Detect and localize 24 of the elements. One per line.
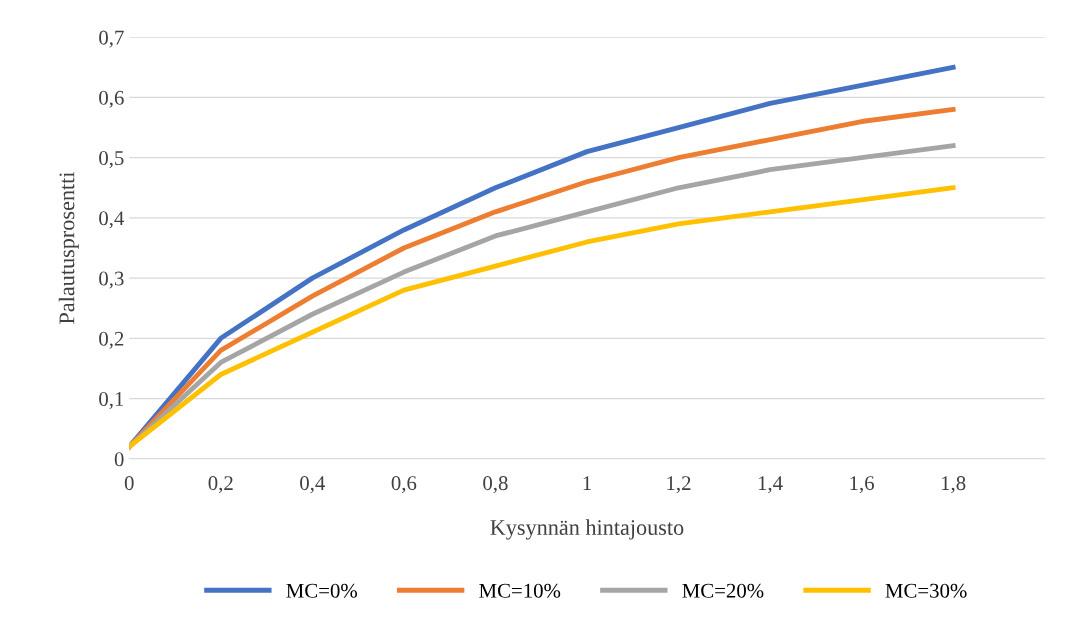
y-tick-label: 0,3: [99, 271, 124, 289]
x-tick-label: 0,6: [391, 476, 417, 494]
x-tick-label: 0,8: [483, 476, 508, 494]
legend-label: MC=0%: [286, 583, 358, 598]
y-tick-label: 0,4: [99, 211, 125, 229]
legend-label: MC=10%: [479, 583, 561, 598]
x-tick-label: 1,8: [941, 476, 966, 494]
legend-label: MC=30%: [885, 583, 967, 598]
y-tick-label: 0,1: [99, 391, 124, 409]
x-tick-label: 1: [583, 476, 591, 490]
y-tick-label: 0: [114, 452, 124, 467]
x-tick-label: 1,6: [850, 476, 874, 494]
y-tick-label: 0,7: [99, 30, 124, 48]
x-axis-title: Kysynnän hintajousto: [490, 519, 684, 540]
x-tick-label: 1,2: [667, 476, 691, 494]
y-tick-label: 0,6: [99, 90, 124, 108]
y-tick-label: 0,2: [99, 331, 124, 349]
legend-label: MC=20%: [682, 583, 764, 598]
x-tick-label: 0,4: [300, 476, 326, 494]
x-tick-label: 0: [124, 476, 134, 491]
y-tick-label: 0,5: [99, 151, 124, 169]
y-axis-title: Palautusprosentti: [58, 171, 79, 324]
x-tick-label: 1,4: [758, 476, 783, 494]
x-tick-label: 0,2: [208, 476, 233, 494]
